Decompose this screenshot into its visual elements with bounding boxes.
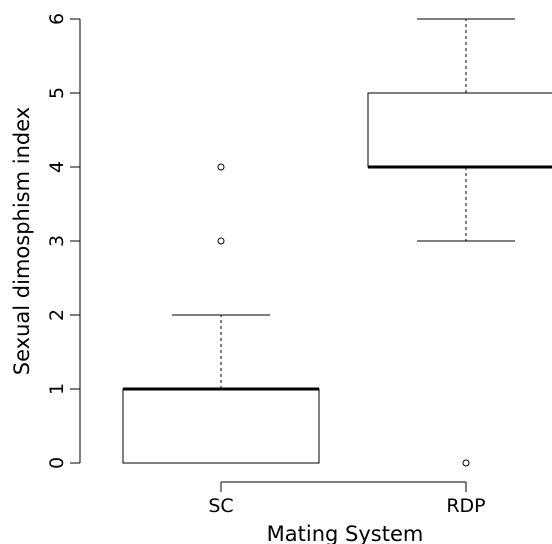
y-tick-label: 5 bbox=[46, 87, 68, 99]
outlier-point bbox=[217, 163, 225, 171]
y-tick-label: 1 bbox=[46, 383, 68, 395]
outlier-point bbox=[217, 237, 225, 245]
box-body bbox=[367, 92, 552, 168]
boxes bbox=[122, 18, 552, 467]
y-tick-label: 0 bbox=[46, 457, 68, 469]
outlier-point bbox=[462, 459, 470, 467]
x-tick-label: SC bbox=[208, 495, 233, 517]
y-axis-title: Sexual dimosphism index bbox=[10, 107, 34, 375]
box-sc bbox=[122, 163, 320, 464]
y-tick-label: 3 bbox=[46, 235, 68, 247]
y-tick-label: 6 bbox=[46, 13, 68, 25]
y-tick-label: 4 bbox=[46, 161, 68, 173]
y-tick-label: 2 bbox=[46, 309, 68, 321]
box-rdp bbox=[367, 18, 552, 467]
x-axis-title: Mating System bbox=[267, 522, 424, 544]
x-axis: SC RDP bbox=[208, 481, 486, 517]
x-tick-label: RDP bbox=[446, 495, 485, 517]
y-axis: 0 1 2 3 4 5 6 bbox=[46, 13, 81, 469]
box-body bbox=[122, 388, 320, 464]
